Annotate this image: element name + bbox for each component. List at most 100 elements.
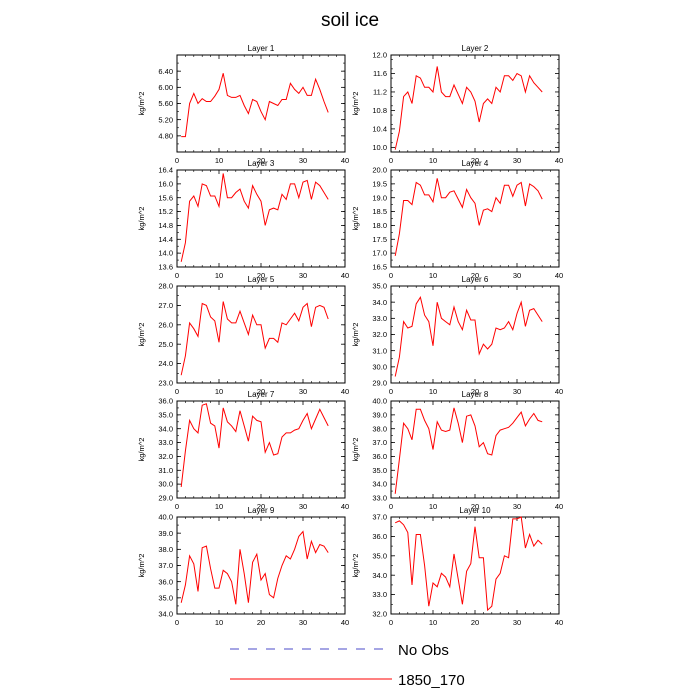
x-tick-label: 40 [341,156,349,165]
panel-title: Layer 4 [462,159,489,168]
x-tick-label: 20 [471,156,479,165]
x-tick-label: 40 [555,618,563,627]
y-axis-label: kg/m^2 [351,207,360,231]
x-tick-label: 20 [471,618,479,627]
x-tick-label: 40 [555,387,563,396]
y-tick-label: 35.0 [372,282,387,291]
y-tick-label: 16.4 [158,166,173,175]
figure-title: soil ice [320,10,380,31]
chart-panel-3: Layer 3 0 10 20 30 40 13.6 14.0 14.4 14.8 15.2 15.6… [137,159,349,280]
series-line [180,173,329,262]
x-tick-label: 30 [299,502,307,511]
y-tick-label: 35.0 [372,551,387,560]
y-tick-label: 33.0 [372,590,387,599]
x-tick-label: 40 [341,502,349,511]
plot-frame [390,285,560,384]
y-tick-label: 14.0 [158,249,173,258]
x-tick-label: 10 [215,271,223,280]
x-tick-label: 10 [429,387,437,396]
x-tick-label: 20 [257,618,265,627]
chart-panel-6: Layer 6 0 10 20 30 40 29.0 30.0 31.0 32.0 33.0 34.0… [351,275,563,396]
chart-panel-10: Layer 10 0 10 20 30 40 32.0 33.0 34.0 35.0 36.0 37.… [351,506,563,627]
y-tick-label: 25.0 [158,340,173,349]
y-tick-label: 11.2 [373,88,387,97]
panel-title: Layer 6 [462,275,489,284]
y-tick-label: 37.0 [372,513,387,522]
y-tick-label: 10.0 [372,143,387,152]
legend-label: No Obs [398,642,449,659]
y-tick-label: 39.0 [158,529,173,538]
x-tick-label: 40 [341,387,349,396]
y-tick-label: 19.0 [372,193,387,202]
y-tick-label: 20.0 [372,166,387,175]
y-tick-label: 14.8 [158,221,173,230]
y-tick-label: 27.0 [158,301,173,310]
y-tick-label: 36.0 [372,452,387,461]
x-tick-label: 0 [175,502,179,511]
y-tick-label: 35.0 [372,466,387,475]
panel-title: Layer 8 [462,390,489,399]
x-tick-label: 10 [215,618,223,627]
x-tick-label: 0 [389,156,393,165]
chart-panel-1: Layer 1 0 10 20 30 40 4.80 5.20 5.60 6.00 6.40 kg/m… [137,44,349,165]
series-line [180,530,329,605]
y-tick-label: 37.0 [158,561,173,570]
y-tick-label: 23.0 [158,379,173,388]
y-tick-label: 14.4 [158,235,173,244]
x-tick-label: 0 [389,271,393,280]
y-tick-label: 10.4 [372,125,387,134]
x-tick-label: 40 [555,502,563,511]
x-tick-label: 30 [299,156,307,165]
x-tick-label: 20 [471,387,479,396]
x-tick-label: 10 [429,502,437,511]
chart-panel-5: Layer 5 0 10 20 30 40 23.0 24.0 25.0 26.0 27.0 28.0… [137,275,349,396]
y-tick-label: 29.0 [372,379,387,388]
y-tick-label: 36.0 [372,532,387,541]
plot-frame [176,54,346,153]
series-line [394,178,543,256]
y-tick-label: 24.0 [158,359,173,368]
x-tick-label: 30 [299,387,307,396]
y-tick-label: 28.0 [158,282,173,291]
y-tick-label: 32.0 [372,610,387,619]
series-line [180,403,329,487]
y-tick-label: 36.0 [158,577,173,586]
x-tick-label: 10 [215,387,223,396]
y-tick-label: 30.0 [158,480,173,489]
y-tick-label: 13.6 [158,263,173,272]
y-tick-label: 5.60 [158,99,173,108]
x-tick-label: 20 [257,387,265,396]
plot-frame [176,516,346,615]
x-tick-label: 40 [555,156,563,165]
plot-frame [176,400,346,499]
panel-title: Layer 10 [459,506,491,515]
y-tick-label: 38.0 [372,424,387,433]
plot-frame [390,400,560,499]
y-tick-label: 32.0 [372,330,387,339]
x-tick-label: 30 [299,618,307,627]
y-tick-label: 36.0 [158,397,173,406]
plot-frame [390,516,560,615]
x-tick-label: 20 [257,271,265,280]
chart-panel-7: Layer 7 0 10 20 30 40 29.0 30.0 31.0 32.0 33.0 34.0… [137,390,349,511]
x-tick-label: 30 [513,156,521,165]
y-axis-label: kg/m^2 [351,438,360,462]
x-tick-label: 0 [175,387,179,396]
y-tick-label: 35.0 [158,593,173,602]
x-tick-label: 10 [215,502,223,511]
y-tick-label: 15.6 [158,193,173,202]
x-tick-label: 30 [513,502,521,511]
y-tick-label: 33.0 [372,494,387,503]
y-tick-label: 16.0 [158,179,173,188]
x-tick-label: 40 [555,271,563,280]
x-tick-label: 10 [429,618,437,627]
x-tick-label: 20 [257,156,265,165]
y-tick-label: 12.0 [372,51,387,60]
y-tick-label: 5.20 [158,115,173,124]
y-tick-label: 10.8 [372,106,387,115]
y-axis-label: kg/m^2 [137,92,146,116]
y-axis-label: kg/m^2 [351,323,360,347]
series-line [394,407,543,494]
y-tick-label: 17.0 [372,249,387,258]
series-line [181,73,329,138]
